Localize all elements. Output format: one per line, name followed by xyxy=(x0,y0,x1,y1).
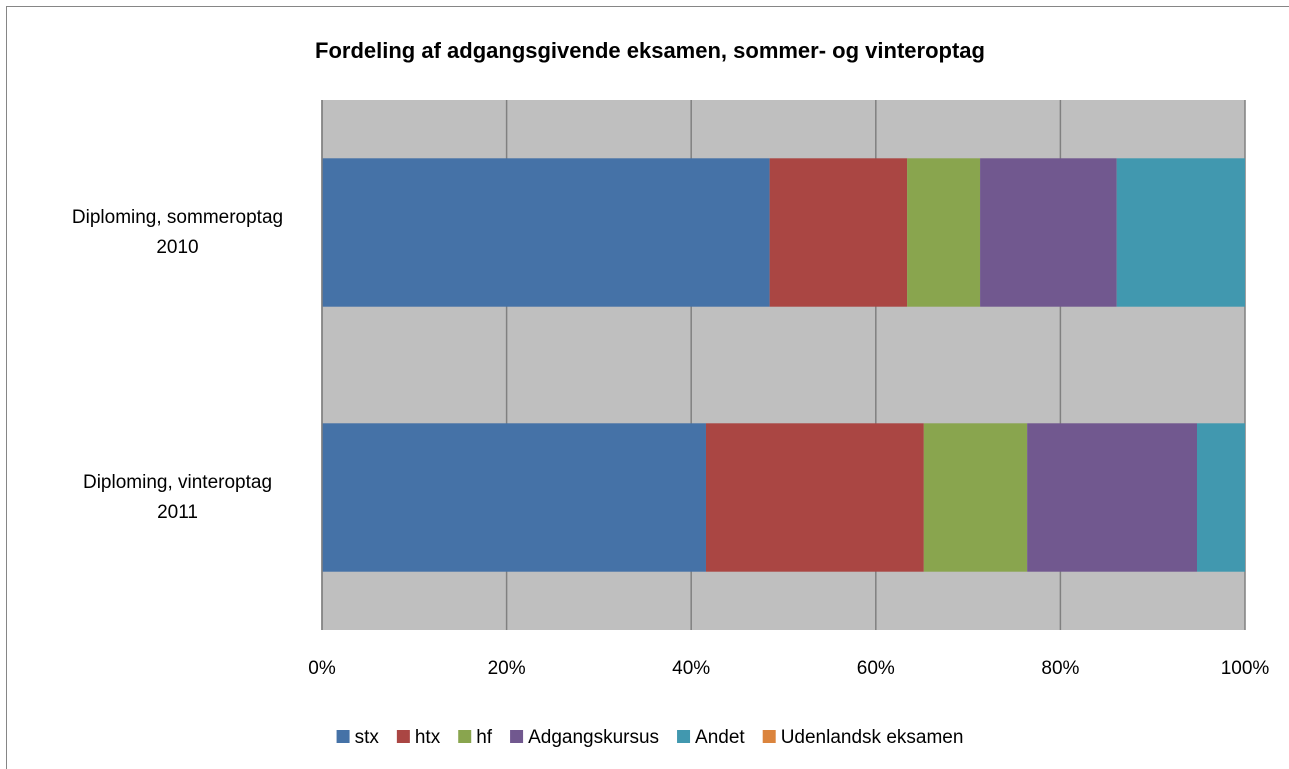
legend-swatch xyxy=(762,730,776,743)
x-tick-label: 40% xyxy=(672,658,710,679)
bar-segment xyxy=(1116,158,1245,307)
legend-label: Udenlandsk eksamen xyxy=(781,727,964,748)
legend-swatch xyxy=(396,730,410,743)
bar-segment xyxy=(322,423,706,572)
y-tick-label: Diploming, vinteroptag 2011 xyxy=(82,471,273,523)
bar-segment xyxy=(769,158,908,307)
bar-segment xyxy=(980,158,1117,307)
bar-segment xyxy=(322,158,770,307)
chart-title: Fordeling af adgangsgivende eksamen, som… xyxy=(315,38,985,63)
legend-swatch xyxy=(677,730,691,743)
legend-swatch xyxy=(336,730,350,743)
legend-label: stx xyxy=(355,727,380,748)
legend-label: Adgangskursus xyxy=(528,727,659,748)
bar-segment xyxy=(1027,423,1198,572)
legend-label: hf xyxy=(476,727,493,748)
x-tick-label: 100% xyxy=(1221,658,1270,679)
bar-segment xyxy=(705,423,924,572)
y-tick-label: Diploming, sommeroptag 2010 xyxy=(71,206,284,258)
legend-label: htx xyxy=(415,727,441,748)
x-tick-label: 0% xyxy=(308,658,336,679)
chart-frame xyxy=(6,6,1289,769)
legend-label: Andet xyxy=(695,727,745,748)
bar-segment xyxy=(907,158,981,307)
x-tick-label: 80% xyxy=(1041,658,1079,679)
x-tick-label: 20% xyxy=(488,658,526,679)
bar-segment xyxy=(1197,423,1245,572)
x-tick-label: 60% xyxy=(857,658,895,679)
legend-swatch xyxy=(458,730,472,743)
legend-swatch xyxy=(510,730,524,743)
bar-segment xyxy=(923,423,1028,572)
